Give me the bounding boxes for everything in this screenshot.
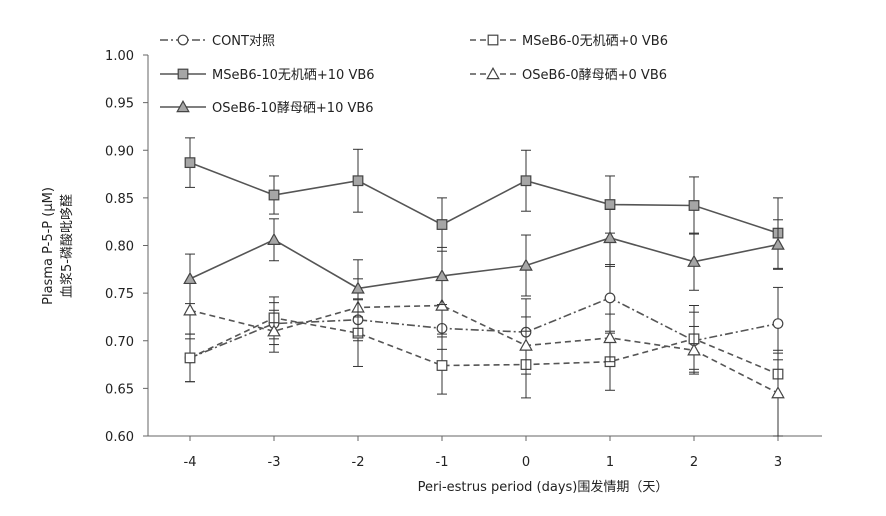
data-point [436,360,448,371]
legend-marker [487,34,499,46]
y-tick-label: 1.00 [105,49,134,64]
legend-label: CONT对照 [212,34,275,49]
series-line [189,237,779,290]
legend-item: CONT对照 [160,34,275,49]
x-tick-label: -4 [184,455,197,470]
series-line [189,161,779,234]
series-line [189,304,779,394]
plot-area [183,137,785,437]
x-axis-label: Peri-estrus period (days)围发情期（天） [418,479,669,495]
data-point [603,230,617,244]
y-tick-label: 0.65 [105,382,134,397]
y-tick-label: 0.95 [105,97,134,112]
data-point [772,318,784,330]
series-3 [184,137,784,269]
legend-marker [177,34,189,46]
legend-label: OSeB6-10酵母硒+10 VB6 [212,101,374,116]
legend-item: MSeB6-0无机硒+0 VB6 [470,34,668,49]
data-point [604,199,616,210]
series-5 [183,208,785,318]
data-point [687,343,701,356]
data-point [519,258,533,271]
data-point [520,175,532,187]
data-point [352,175,364,187]
axes: 0.600.650.700.750.800.850.900.951.00 -4-… [105,49,822,470]
legend-marker [176,99,190,113]
y-tick-label: 0.60 [105,430,134,445]
y-tick-label: 0.70 [105,335,134,350]
legend-marker [486,66,500,80]
data-point [603,330,617,344]
data-point [435,268,449,282]
data-point [267,232,281,245]
data-point [771,386,785,399]
legend-marker [177,68,189,80]
data-point [184,157,196,169]
y-tick-label: 0.85 [105,192,134,207]
legend: CONT对照 MSeB6-10无机硒+10 VB6 OSeB6-10酵母硒+10 V… [160,34,668,116]
x-tick-label: -2 [352,455,365,470]
x-tick-label: 0 [522,455,530,470]
y-ticks: 0.60 0.65 0.70 0.75 0.80 0.85 0.90 0.95 1.00 [105,49,148,445]
data-point [688,200,700,211]
data-point [183,303,197,316]
series-line [189,297,779,359]
data-point [351,281,365,294]
legend-item: OSeB6-0酵母硒+0 VB6 [470,66,667,83]
data-point [268,189,280,201]
data-point [436,219,448,230]
data-point [687,254,701,267]
legend-item: OSeB6-10酵母硒+10 VB6 [160,99,374,116]
y-axis-label: Plasma P-5-P (μM) [41,187,56,305]
legend-item: MSeB6-10无机硒+10 VB6 [160,68,375,83]
data-point [604,292,616,304]
x-tick-label: -1 [436,455,449,470]
y-axis-label-cn: 血浆5-磷酸吡哆醛 [59,194,75,298]
y-tick-label: 0.75 [105,287,134,302]
data-point [267,324,281,337]
legend-label: MSeB6-10无机硒+10 VB6 [212,68,375,83]
y-tick-label: 0.90 [105,144,134,159]
x-tick-label: -3 [268,455,281,470]
x-tick-label: 3 [774,455,782,470]
x-tick-label: 2 [690,455,698,470]
series-line [189,317,779,375]
x-ticks: -4 -3 -2 -1 0 1 2 3 [184,436,782,470]
x-tick-label: 1 [606,455,614,470]
data-point [183,271,197,285]
data-point [771,237,785,250]
data-point [519,338,533,351]
series-4 [183,276,785,437]
legend-label: MSeB6-0无机硒+0 VB6 [522,34,668,49]
data-point [184,352,196,364]
y-tick-label: 0.80 [105,240,134,255]
legend-label: OSeB6-0酵母硒+0 VB6 [522,68,667,83]
